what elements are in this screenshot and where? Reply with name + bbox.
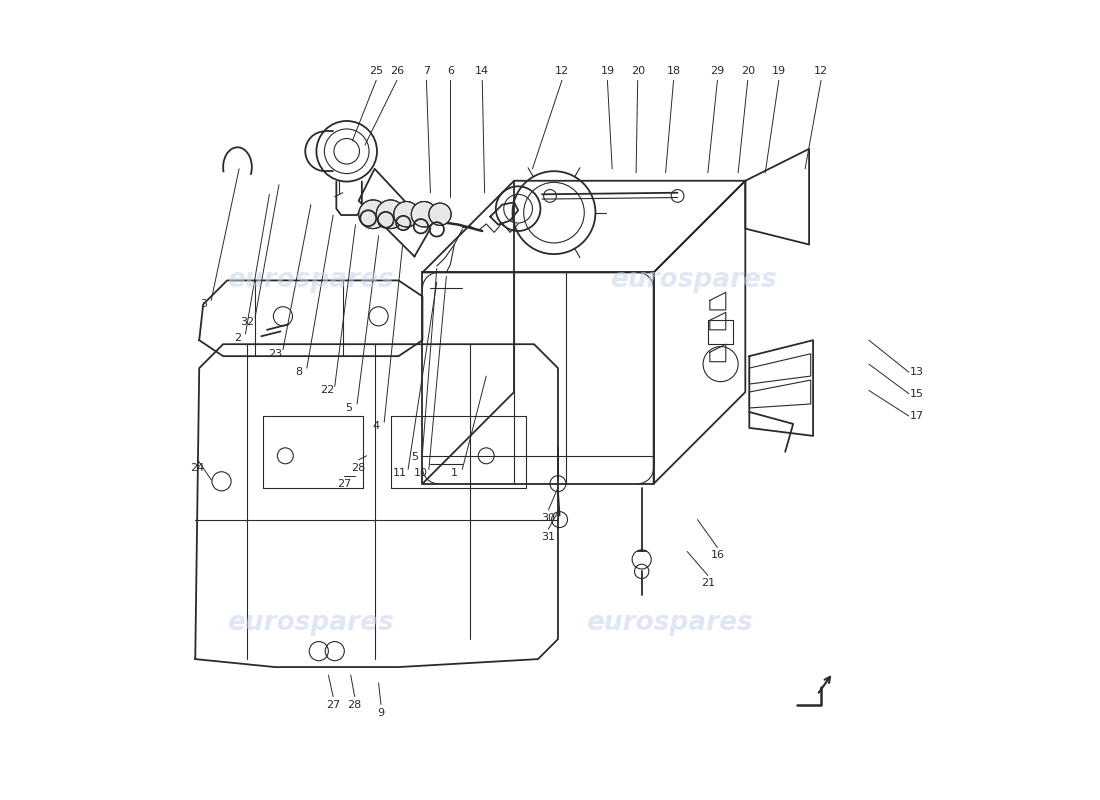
Text: eurospares: eurospares: [586, 610, 754, 636]
Text: 18: 18: [667, 66, 681, 76]
Text: 5: 5: [345, 403, 353, 413]
Text: 17: 17: [910, 411, 924, 421]
Text: eurospares: eurospares: [228, 610, 394, 636]
Text: 19: 19: [601, 66, 615, 76]
Circle shape: [359, 200, 387, 229]
Text: 31: 31: [541, 532, 556, 542]
Text: 3: 3: [200, 299, 207, 310]
Text: 16: 16: [711, 550, 725, 561]
Text: 14: 14: [475, 66, 490, 76]
Circle shape: [411, 202, 437, 227]
Circle shape: [394, 202, 419, 227]
Text: 20: 20: [630, 66, 645, 76]
Text: 23: 23: [268, 349, 282, 358]
Text: 5: 5: [411, 452, 418, 462]
Text: 1: 1: [451, 468, 458, 478]
Text: 12: 12: [554, 66, 569, 76]
Text: 6: 6: [447, 66, 454, 76]
Text: 28: 28: [348, 699, 362, 710]
Text: 32: 32: [240, 317, 254, 327]
Text: 10: 10: [414, 468, 428, 478]
Text: 27: 27: [338, 478, 351, 489]
Text: 12: 12: [814, 66, 828, 76]
Text: 4: 4: [373, 422, 380, 431]
Text: 30: 30: [541, 513, 556, 523]
Text: eurospares: eurospares: [228, 267, 394, 294]
Text: 24: 24: [190, 462, 205, 473]
Circle shape: [376, 200, 405, 229]
Text: 25: 25: [370, 66, 383, 76]
Text: 2: 2: [234, 333, 241, 343]
Circle shape: [429, 203, 451, 226]
Text: 20: 20: [740, 66, 755, 76]
Text: 13: 13: [910, 367, 924, 377]
Text: 22: 22: [320, 386, 334, 395]
Text: 9: 9: [377, 707, 385, 718]
Text: 19: 19: [772, 66, 785, 76]
Text: 15: 15: [910, 389, 924, 398]
Text: 28: 28: [352, 462, 366, 473]
Text: 11: 11: [393, 468, 407, 478]
Text: 26: 26: [389, 66, 404, 76]
Text: 29: 29: [711, 66, 725, 76]
Text: 21: 21: [701, 578, 715, 588]
Text: 7: 7: [422, 66, 430, 76]
Text: eurospares: eurospares: [610, 267, 777, 294]
Text: 8: 8: [295, 367, 302, 377]
Text: 27: 27: [326, 699, 340, 710]
